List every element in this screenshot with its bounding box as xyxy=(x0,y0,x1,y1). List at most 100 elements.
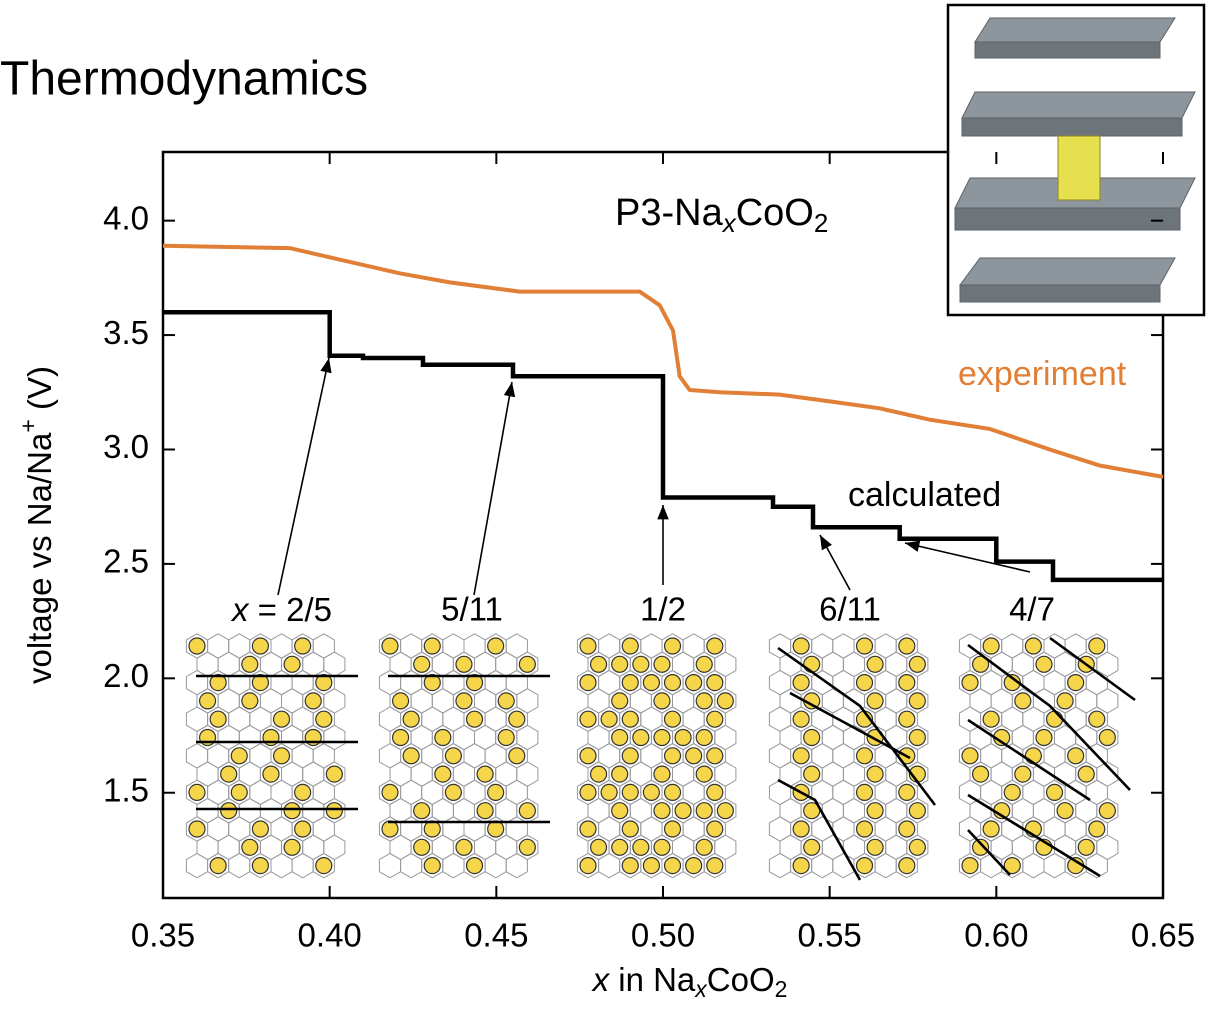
hexagon xyxy=(959,817,980,841)
sodium-site xyxy=(633,730,649,746)
sodium-site xyxy=(899,784,915,800)
hexagon xyxy=(833,780,854,804)
hexagon xyxy=(401,817,422,841)
sodium-site xyxy=(857,858,873,874)
hexagon xyxy=(379,744,400,768)
arrow-label: 1/2 xyxy=(640,591,686,628)
hexagon xyxy=(599,744,620,768)
hexagon xyxy=(833,634,854,658)
sodium-site xyxy=(467,858,483,874)
hexagon xyxy=(630,799,651,823)
sodium-site xyxy=(424,858,440,874)
sodium-site xyxy=(804,839,820,855)
sodium-site xyxy=(316,858,332,874)
sodium-site xyxy=(424,821,440,837)
series-label: experiment xyxy=(958,355,1127,393)
hexagon xyxy=(496,835,517,859)
label-part: x xyxy=(591,961,611,998)
hexagon xyxy=(432,835,453,859)
sodium-site xyxy=(686,748,702,764)
hexagon xyxy=(390,652,411,676)
hexagon xyxy=(588,689,609,713)
x-tick-label: 0.65 xyxy=(1131,917,1195,954)
hexagon xyxy=(886,652,907,676)
hexagon xyxy=(229,634,250,658)
sodium-site xyxy=(1099,730,1115,746)
sodium-site xyxy=(793,858,809,874)
arrow-label: 6/11 xyxy=(819,591,881,628)
hexagon xyxy=(517,762,538,786)
sodium-site xyxy=(1047,784,1063,800)
sodium-site xyxy=(612,766,628,782)
y-tick-label: 1.5 xyxy=(103,771,149,808)
sodium-site xyxy=(284,803,300,819)
hexagon xyxy=(303,799,324,823)
sodium-site xyxy=(274,748,290,764)
hexagon xyxy=(239,799,260,823)
hexagon xyxy=(496,762,517,786)
arrow-label: 4/7 xyxy=(1009,591,1055,628)
hexagon xyxy=(250,780,271,804)
y-axis-label: voltage vs Na/Na+ (V) xyxy=(15,366,58,684)
sodium-site xyxy=(189,638,205,654)
sodium-site xyxy=(231,784,247,800)
hexagon xyxy=(485,744,506,768)
sodium-site xyxy=(326,766,342,782)
hexagon xyxy=(970,689,991,713)
hexagon xyxy=(1086,670,1107,694)
sodium-site xyxy=(231,748,247,764)
hexagon xyxy=(1012,652,1033,676)
sodium-site xyxy=(382,821,398,837)
chart-title: Thermodynamics xyxy=(0,53,368,106)
hexagon xyxy=(991,835,1012,859)
sodium-site xyxy=(601,784,617,800)
hexagon xyxy=(324,652,345,676)
hexagon xyxy=(630,689,651,713)
hexagon xyxy=(843,652,864,676)
hexagon xyxy=(599,853,620,877)
hexagon xyxy=(443,670,464,694)
hexagon xyxy=(843,762,864,786)
y-tick-label: 3.0 xyxy=(103,428,149,465)
sodium-site xyxy=(305,693,321,709)
hexagon xyxy=(475,835,496,859)
hexagon xyxy=(229,817,250,841)
hexagon xyxy=(1097,689,1118,713)
sodium-site xyxy=(274,711,290,727)
arrow-label: x = 2/5 xyxy=(230,591,332,628)
sodium-site xyxy=(793,675,809,691)
hexagon xyxy=(1076,689,1097,713)
hexagon xyxy=(443,853,464,877)
sodium-site xyxy=(414,656,430,672)
label-part: in Na xyxy=(609,961,696,998)
hexagon xyxy=(422,744,443,768)
sodium-site xyxy=(899,711,915,727)
hexagon xyxy=(443,817,464,841)
hexagon xyxy=(496,652,517,676)
sodium-site xyxy=(1025,638,1041,654)
hexagon xyxy=(390,835,411,859)
sodium-site xyxy=(686,675,702,691)
hexagon xyxy=(641,744,662,768)
hexagon xyxy=(496,799,517,823)
label-part: CoO xyxy=(736,192,814,234)
hexagon xyxy=(239,762,260,786)
hexagon xyxy=(641,707,662,731)
hexagon xyxy=(1002,744,1023,768)
hexagon xyxy=(464,780,485,804)
series-label: calculated xyxy=(848,476,1001,514)
sodium-site xyxy=(696,803,712,819)
hexagon xyxy=(1023,670,1044,694)
sodium-site xyxy=(252,821,268,837)
hexagon xyxy=(324,835,345,859)
hexagon xyxy=(303,652,324,676)
sodium-site xyxy=(793,638,809,654)
hexagon xyxy=(769,817,790,841)
hexagon xyxy=(379,707,400,731)
label-superscript: + xyxy=(15,419,41,432)
hexagon xyxy=(271,780,292,804)
hexagon xyxy=(1033,799,1054,823)
sodium-site xyxy=(424,638,440,654)
sodium-site xyxy=(899,638,915,654)
sodium-site xyxy=(857,675,873,691)
